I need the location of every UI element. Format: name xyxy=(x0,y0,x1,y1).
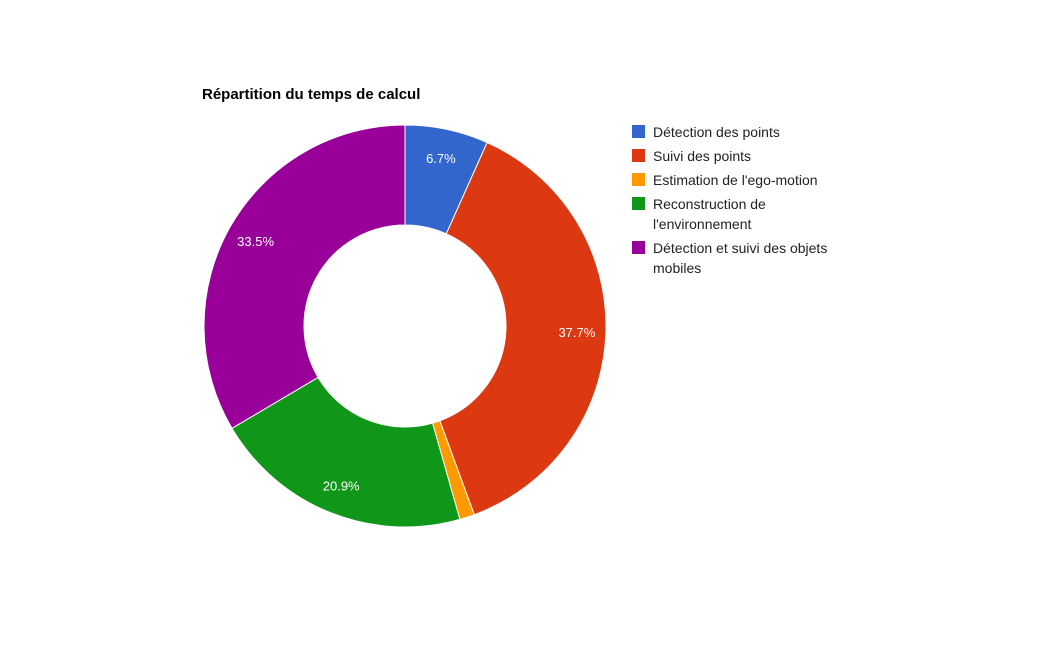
legend-item-4[interactable]: Détection et suivi des objets mobiles xyxy=(632,240,827,276)
legend-swatch-3 xyxy=(632,197,645,210)
slice-label-3: 20.9% xyxy=(323,479,360,494)
slice-label-4: 33.5% xyxy=(237,234,274,249)
slice-1[interactable] xyxy=(439,141,607,516)
slice-label-1: 37.7% xyxy=(558,325,595,340)
slice-4[interactable] xyxy=(203,124,406,430)
legend-swatch-2 xyxy=(632,173,645,186)
slice-labels: 6.7% 37.7% 20.9% 33.5% xyxy=(237,151,596,494)
legend-item-1[interactable]: Suivi des points xyxy=(632,148,751,164)
legend-label-3-line-1: l'environnement xyxy=(653,216,752,232)
legend-label-1-line-0: Suivi des points xyxy=(653,148,751,164)
legend-label-4-line-1: mobiles xyxy=(653,260,701,276)
legend-item-0[interactable]: Détection des points xyxy=(632,124,780,140)
legend-swatch-4 xyxy=(632,241,645,254)
legend-label-2-line-0: Estimation de l'ego-motion xyxy=(653,172,818,188)
slice-3[interactable] xyxy=(231,376,461,528)
legend-swatch-0 xyxy=(632,125,645,138)
legend-label-0-line-0: Détection des points xyxy=(653,124,780,140)
legend-swatch-1 xyxy=(632,149,645,162)
slice-label-0: 6.7% xyxy=(426,151,456,166)
legend: Détection des points Suivi des points Esti… xyxy=(632,124,827,276)
legend-item-3[interactable]: Reconstruction de l'environnement xyxy=(632,196,766,232)
slices xyxy=(203,124,607,528)
legend-label-3-line-0: Reconstruction de xyxy=(653,196,766,212)
legend-item-2[interactable]: Estimation de l'ego-motion xyxy=(632,172,818,188)
chart-title: Répartition du temps de calcul xyxy=(202,86,420,103)
legend-label-4-line-0: Détection et suivi des objets xyxy=(653,240,827,256)
